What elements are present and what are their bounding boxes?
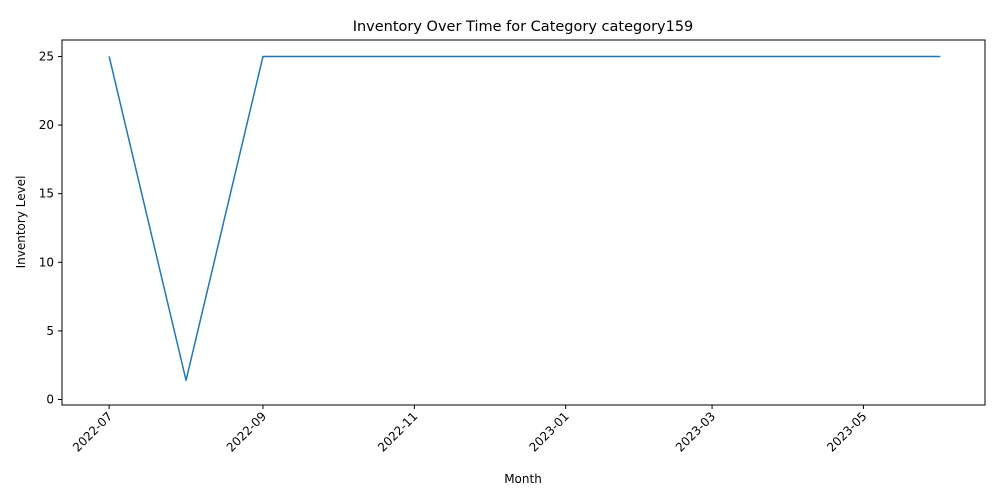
x-tick-label: 2022-07	[70, 409, 115, 454]
chart-title: Inventory Over Time for Category categor…	[353, 19, 694, 35]
y-axis-label: Inventory Level	[14, 176, 28, 269]
x-axis-label: Month	[504, 472, 542, 486]
y-tick-label: 25	[39, 49, 54, 63]
y-tick-label: 10	[39, 255, 54, 269]
x-axis: 2022-07 2022-09 2022-11 2023-01 2023-03 2023-…	[70, 405, 870, 455]
series-line	[108, 55, 941, 382]
y-tick-label: 0	[46, 393, 54, 407]
y-tick-label: 20	[39, 118, 54, 132]
x-tick-label: 2023-01	[526, 409, 571, 454]
x-tick-label: 2022-09	[224, 409, 269, 454]
y-tick-label: 5	[46, 324, 54, 338]
y-axis: 0 5 10 15 20 25	[39, 49, 62, 407]
x-tick-label: 2022-11	[375, 409, 420, 454]
plot-area	[108, 55, 941, 382]
x-tick-label: 2023-05	[824, 409, 869, 454]
y-tick-label: 15	[39, 187, 54, 201]
x-tick-label: 2023-03	[673, 409, 718, 454]
axes-frame	[61, 39, 986, 406]
